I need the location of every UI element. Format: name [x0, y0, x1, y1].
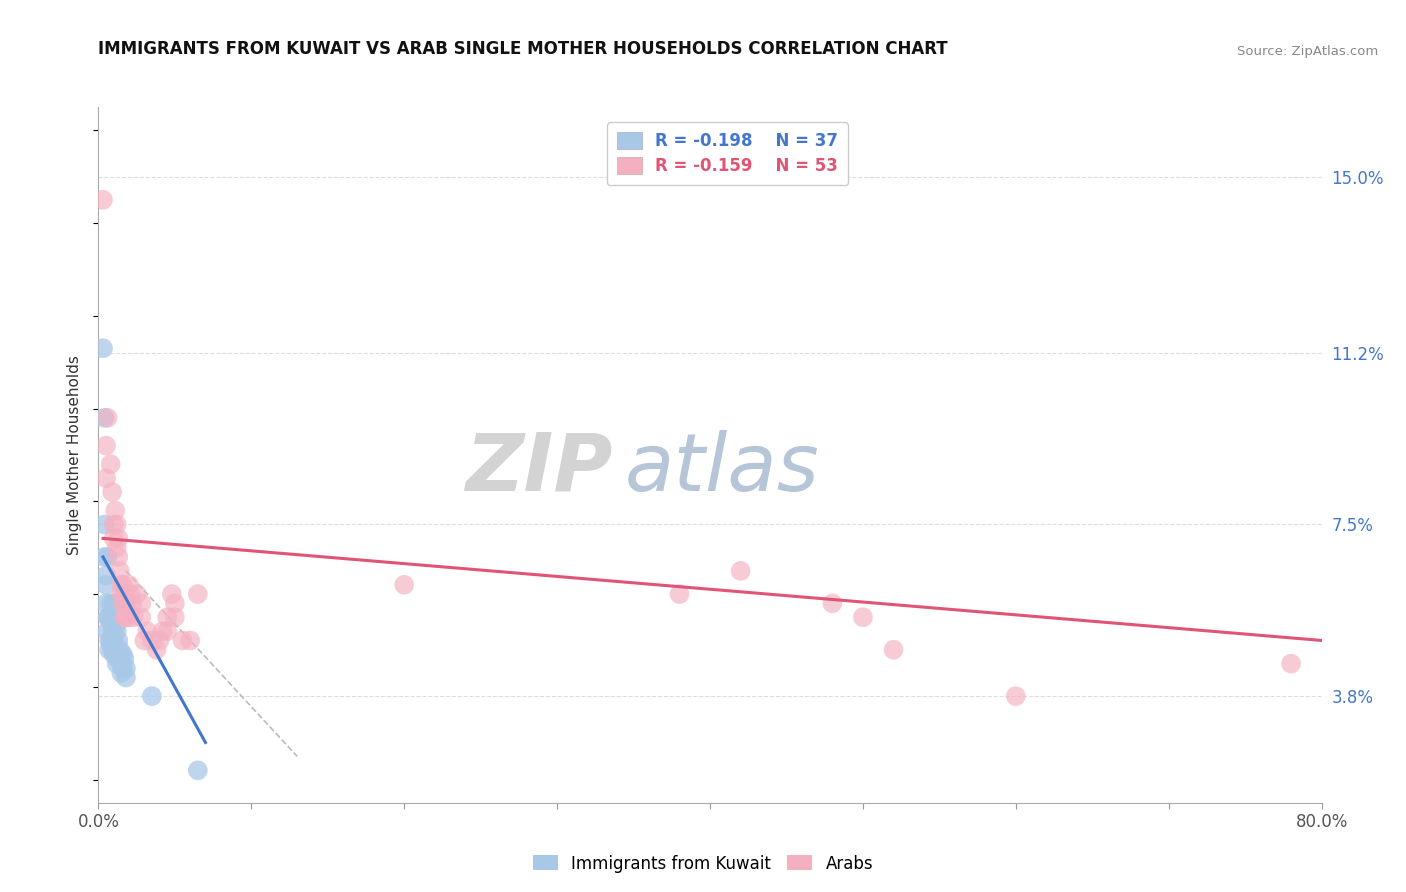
- Point: [91, 341, 114, 355]
- Y-axis label: Single Mother Households: Single Mother Households: [67, 355, 83, 555]
- Point: [100, 596, 122, 610]
- Point: [101, 642, 124, 657]
- Point: [115, 661, 138, 675]
- Point: [129, 610, 152, 624]
- Point: [821, 596, 844, 610]
- Point: [111, 661, 134, 675]
- Point: [172, 633, 194, 648]
- Legend: R = -0.198    N = 37, R = -0.159    N = 53: R = -0.198 N = 37, R = -0.159 N = 53: [607, 122, 848, 186]
- Point: [163, 596, 186, 610]
- Point: [108, 642, 131, 657]
- Point: [141, 633, 163, 648]
- Point: [94, 568, 117, 582]
- Point: [121, 596, 143, 610]
- Point: [107, 633, 129, 648]
- Point: [107, 652, 129, 666]
- Point: [108, 564, 131, 578]
- Point: [91, 193, 114, 207]
- Point: [100, 633, 122, 648]
- Point: [103, 596, 125, 610]
- Point: [852, 610, 875, 624]
- Point: [94, 596, 117, 610]
- Point: [668, 587, 690, 601]
- Legend: Immigrants from Kuwait, Arabs: Immigrants from Kuwait, Arabs: [526, 848, 880, 880]
- Point: [163, 610, 186, 624]
- Point: [97, 410, 120, 425]
- Point: [141, 689, 163, 703]
- Point: [104, 619, 127, 633]
- Point: [120, 587, 142, 601]
- Point: [160, 587, 183, 601]
- Point: [104, 642, 127, 657]
- Point: [115, 671, 138, 685]
- Point: [110, 665, 132, 680]
- Point: [100, 457, 122, 471]
- Point: [103, 517, 125, 532]
- Point: [883, 642, 905, 657]
- Point: [392, 578, 416, 592]
- Point: [118, 578, 141, 592]
- Point: [187, 587, 209, 601]
- Point: [179, 633, 201, 648]
- Point: [103, 648, 125, 662]
- Point: [93, 517, 115, 532]
- Point: [112, 652, 135, 666]
- Point: [93, 549, 115, 564]
- Point: [112, 610, 135, 624]
- Point: [115, 596, 138, 610]
- Point: [122, 610, 145, 624]
- Point: [730, 564, 752, 578]
- Point: [134, 633, 156, 648]
- Point: [103, 532, 125, 546]
- Point: [110, 578, 132, 592]
- Point: [100, 615, 122, 629]
- Text: atlas: atlas: [624, 430, 820, 508]
- Point: [111, 578, 134, 592]
- Point: [145, 642, 167, 657]
- Point: [110, 657, 132, 671]
- Point: [93, 410, 115, 425]
- Point: [1004, 689, 1026, 703]
- Point: [156, 610, 179, 624]
- Point: [105, 624, 128, 639]
- Point: [125, 587, 148, 601]
- Point: [117, 606, 139, 620]
- Point: [101, 624, 124, 639]
- Point: [94, 578, 117, 592]
- Text: Source: ZipAtlas.com: Source: ZipAtlas.com: [1237, 45, 1378, 58]
- Point: [105, 541, 128, 555]
- Point: [118, 610, 141, 624]
- Point: [136, 624, 159, 639]
- Point: [94, 439, 117, 453]
- Point: [129, 596, 152, 610]
- Point: [97, 549, 120, 564]
- Point: [149, 633, 172, 648]
- Point: [105, 517, 128, 532]
- Point: [107, 549, 129, 564]
- Point: [103, 633, 125, 648]
- Point: [97, 610, 120, 624]
- Point: [105, 657, 128, 671]
- Point: [104, 503, 127, 517]
- Point: [94, 471, 117, 485]
- Point: [187, 764, 209, 778]
- Point: [98, 633, 121, 648]
- Point: [156, 624, 179, 639]
- Point: [152, 624, 174, 639]
- Point: [112, 587, 135, 601]
- Point: [115, 610, 138, 624]
- Text: ZIP: ZIP: [465, 430, 612, 508]
- Point: [101, 485, 124, 500]
- Point: [111, 596, 134, 610]
- Point: [111, 648, 134, 662]
- Point: [1279, 657, 1302, 671]
- Point: [98, 642, 121, 657]
- Point: [110, 587, 132, 601]
- Point: [98, 610, 121, 624]
- Point: [107, 532, 129, 546]
- Text: IMMIGRANTS FROM KUWAIT VS ARAB SINGLE MOTHER HOUSEHOLDS CORRELATION CHART: IMMIGRANTS FROM KUWAIT VS ARAB SINGLE MO…: [98, 40, 948, 58]
- Point: [97, 624, 120, 639]
